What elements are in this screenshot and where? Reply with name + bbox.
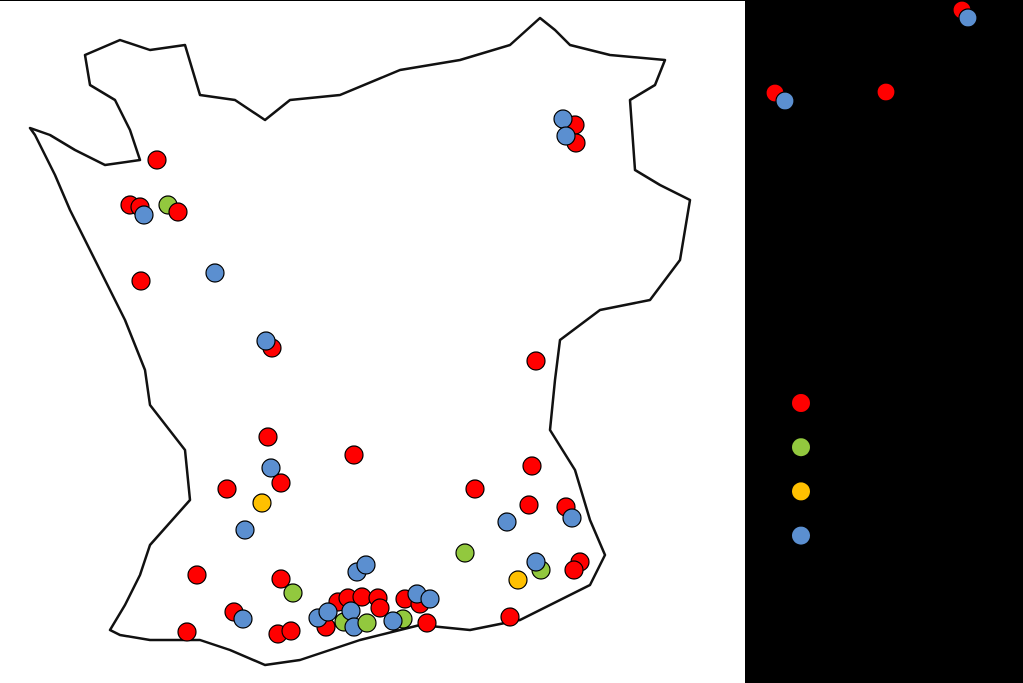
site-point bbox=[271, 569, 291, 589]
site-point bbox=[134, 205, 154, 225]
site-point bbox=[775, 91, 795, 111]
site-point bbox=[356, 555, 376, 575]
site-point bbox=[131, 271, 151, 291]
site-point bbox=[522, 456, 542, 476]
site-point bbox=[417, 613, 437, 633]
site-point bbox=[344, 445, 364, 465]
site-point bbox=[420, 589, 440, 609]
site-point bbox=[357, 613, 377, 633]
legend bbox=[792, 394, 810, 545]
site-point bbox=[526, 351, 546, 371]
site-point bbox=[383, 611, 403, 631]
site-point bbox=[876, 82, 896, 102]
site-point bbox=[465, 479, 485, 499]
site-point bbox=[147, 150, 167, 170]
site-point bbox=[252, 493, 272, 513]
site-point bbox=[553, 109, 573, 129]
site-point bbox=[562, 508, 582, 528]
site-point bbox=[500, 607, 520, 627]
site-point bbox=[564, 560, 584, 580]
site-point bbox=[958, 8, 978, 28]
site-point bbox=[261, 458, 281, 478]
site-points bbox=[120, 0, 978, 644]
side-panel bbox=[745, 0, 1023, 683]
site-point bbox=[497, 512, 517, 532]
site-point bbox=[519, 495, 539, 515]
site-point bbox=[556, 126, 576, 146]
site-point bbox=[283, 583, 303, 603]
site-point bbox=[235, 520, 255, 540]
site-point bbox=[187, 565, 207, 585]
site-point bbox=[258, 427, 278, 447]
site-point bbox=[233, 609, 253, 629]
map-area bbox=[0, 0, 745, 683]
site-point bbox=[370, 598, 390, 618]
legend-swatch bbox=[792, 482, 810, 501]
site-point bbox=[168, 202, 188, 222]
legend-swatch bbox=[792, 438, 810, 457]
legend-swatch bbox=[792, 526, 810, 545]
legend-swatch bbox=[792, 394, 810, 412]
site-point bbox=[205, 263, 225, 283]
region-outline bbox=[28, 16, 692, 667]
site-point bbox=[281, 621, 301, 641]
site-point bbox=[318, 602, 338, 622]
site-point bbox=[217, 479, 237, 499]
site-point bbox=[508, 570, 528, 590]
site-point bbox=[256, 331, 276, 351]
site-point bbox=[526, 552, 546, 572]
site-point bbox=[271, 473, 291, 493]
site-point bbox=[455, 543, 475, 563]
site-point bbox=[341, 601, 361, 621]
site-point bbox=[177, 622, 197, 642]
